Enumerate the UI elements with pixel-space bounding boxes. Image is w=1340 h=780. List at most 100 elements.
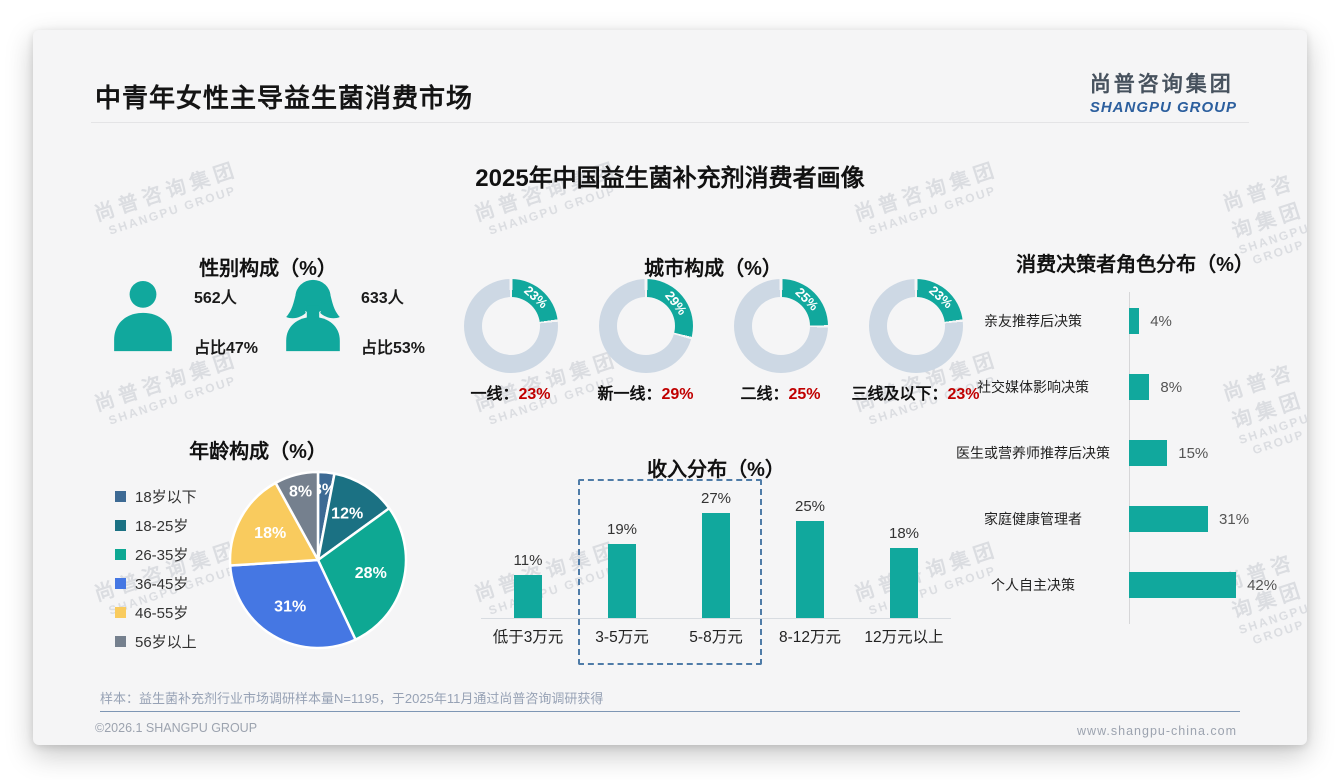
donut-caption: 一线：23% (443, 380, 578, 404)
pie-slice-label: 28% (355, 565, 387, 582)
donut-hole (751, 297, 810, 355)
decision-category: 社交媒体影响决策 (977, 378, 1089, 395)
donut-caption-label: 一线： (470, 386, 519, 403)
legend-swatch (115, 578, 126, 589)
pie-slice (228, 481, 321, 567)
city-donut: 25% 二线：25% (713, 279, 848, 404)
donut-ring: 29% (598, 279, 693, 373)
donut-caption: 新一线：29% (578, 380, 713, 404)
donut-ring: 23% (868, 279, 963, 373)
decision-row: 个人自主决策 42% (950, 552, 1307, 618)
income-highlight-box (578, 479, 762, 665)
pie-slice (228, 558, 358, 650)
income-categories: 低于3万元 3-5万元 5-8万元 8-12万元 12万元以上 (481, 625, 951, 647)
city-donut-charts: 23% 一线：23% 29% 新一线：29% 25% 二线：25% 23% 三线及以下：23% (443, 279, 983, 404)
income-value-label: 25% (794, 497, 826, 515)
decision-bar (1129, 506, 1209, 532)
donut-caption-label: 三线及以下： (851, 386, 948, 403)
income-bar-chart: 11% 19% 27% 25% 18% (481, 485, 951, 619)
donut-ring: 25% (733, 279, 828, 373)
age-section-title: 年龄构成（%） (189, 441, 327, 463)
decision-bar (1129, 308, 1140, 334)
legend-label: 46-55岁 (135, 605, 189, 622)
decision-category: 家庭健康管理者 (984, 510, 1082, 527)
male-share: 占比47% (194, 340, 259, 357)
gender-section-title: 性别构成（%） (199, 258, 337, 280)
male-icon (114, 280, 172, 352)
male-count: 562人 (194, 290, 237, 307)
income-category: 5-8万元 (689, 629, 743, 646)
decision-category: 亲友推荐后决策 (984, 312, 1082, 329)
slide-card: 尚普咨询集团 SHANGPU GROUP 尚普咨询集团 SHANGPU GROUP 尚普… (33, 30, 1307, 745)
header-divider (91, 122, 1249, 123)
legend-label: 56岁以上 (135, 634, 197, 651)
income-bar (514, 575, 542, 618)
donut-caption: 二线：25% (713, 380, 848, 404)
decision-category: 医生或营养师推荐后决策 (956, 444, 1110, 461)
watermark-en: SHANGPU GROUP (106, 373, 239, 428)
decision-category: 个人自主决策 (991, 576, 1075, 593)
legend-swatch (115, 607, 126, 618)
donut-ring: 23% (463, 279, 558, 373)
decision-row: 家庭健康管理者 31% (950, 486, 1307, 552)
city-donut: 23% 三线及以下：23% (848, 279, 983, 404)
income-bar (608, 543, 636, 618)
legend-swatch (115, 549, 126, 560)
donut-caption-label: 新一线： (597, 386, 662, 403)
decision-bar (1129, 572, 1237, 598)
legend-item: 36-45岁 (115, 569, 197, 598)
decision-value-label: 4% (1150, 312, 1172, 330)
city-donut: 23% 一线：23% (443, 279, 578, 404)
income-category: 8-12万元 (778, 629, 842, 646)
decision-bar-chart: 亲友推荐后决策 4% 社交媒体影响决策 8% 医生或营养师推荐后决策 15% 家庭健康管理者… (950, 288, 1307, 618)
brand-logo-en: SHANGPU GROUP (1089, 99, 1237, 116)
footer-copyright: ©2026.1 SHANGPU GROUP (95, 721, 258, 735)
page-title: 中青年女性主导益生菌消费市场 (95, 83, 474, 113)
donut-caption-value: 25% (788, 386, 821, 403)
city-section-title: 城市构成（%） (644, 258, 782, 280)
sample-note: 样本：益生菌补充剂行业市场调研样本量N=1195，于2025年11月通过尚普咨询… (100, 691, 604, 706)
pie-slice-label: 8% (289, 483, 312, 500)
legend-item: 56岁以上 (115, 627, 197, 656)
legend-item: 26-35岁 (115, 540, 197, 569)
donut-caption-value: 29% (661, 386, 694, 403)
donut-caption-value: 23% (947, 386, 980, 403)
income-bar (702, 512, 730, 618)
income-section: 收入分布（%） 11% 19% 27% 25% 18% 低于3万元 3-5万元 5-8万元 8… (481, 453, 951, 693)
income-value-label: 18% (888, 524, 920, 542)
legend-label: 36-45岁 (135, 576, 189, 593)
donut-hole (481, 297, 540, 355)
footer-website: www.shangpu-china.com (1077, 724, 1237, 738)
decision-value-label: 8% (1160, 378, 1183, 396)
income-value-label: 27% (700, 489, 732, 507)
donut-caption-value: 23% (518, 386, 551, 403)
income-category: 低于3万元 (492, 629, 564, 646)
income-bar (796, 520, 824, 618)
income-column: 25% (763, 497, 857, 618)
pie-slice-label: 31% (274, 599, 306, 616)
decision-section-title: 消费决策者角色分布（%） (1016, 254, 1254, 276)
legend-swatch (115, 491, 126, 502)
female-stats: 633人 占比53% (361, 284, 471, 358)
income-column: 19% (575, 521, 669, 618)
donut-hole (886, 297, 945, 355)
pie-slice (316, 472, 391, 563)
female-share: 占比53% (361, 340, 426, 357)
chart-main-title: 2025年中国益生菌补充剂消费者画像 (475, 165, 865, 192)
footer-divider (100, 711, 1240, 712)
pie-slice (316, 506, 408, 642)
female-count: 633人 (361, 290, 404, 307)
income-column: 18% (857, 525, 951, 618)
brand-logo: 尚普咨询集团 SHANGPU GROUP (1090, 68, 1237, 116)
decision-row: 医生或营养师推荐后决策 15% (950, 420, 1307, 486)
decision-value-label: 42% (1247, 576, 1278, 594)
legend-item: 18-25岁 (115, 511, 197, 540)
brand-logo-cn: 尚普咨询集团 (1089, 73, 1234, 96)
income-value-label: 19% (606, 520, 638, 538)
income-bar (890, 547, 918, 618)
pie-slice-label: 18% (254, 525, 286, 542)
decision-value-label: 15% (1178, 444, 1209, 462)
age-pie-chart: 3% 12% 28% 31% 18% 8% (223, 465, 413, 655)
age-legend: 18岁以下 18-25岁 26-35岁 36-45岁 46-55岁 56岁以上 (115, 482, 197, 656)
